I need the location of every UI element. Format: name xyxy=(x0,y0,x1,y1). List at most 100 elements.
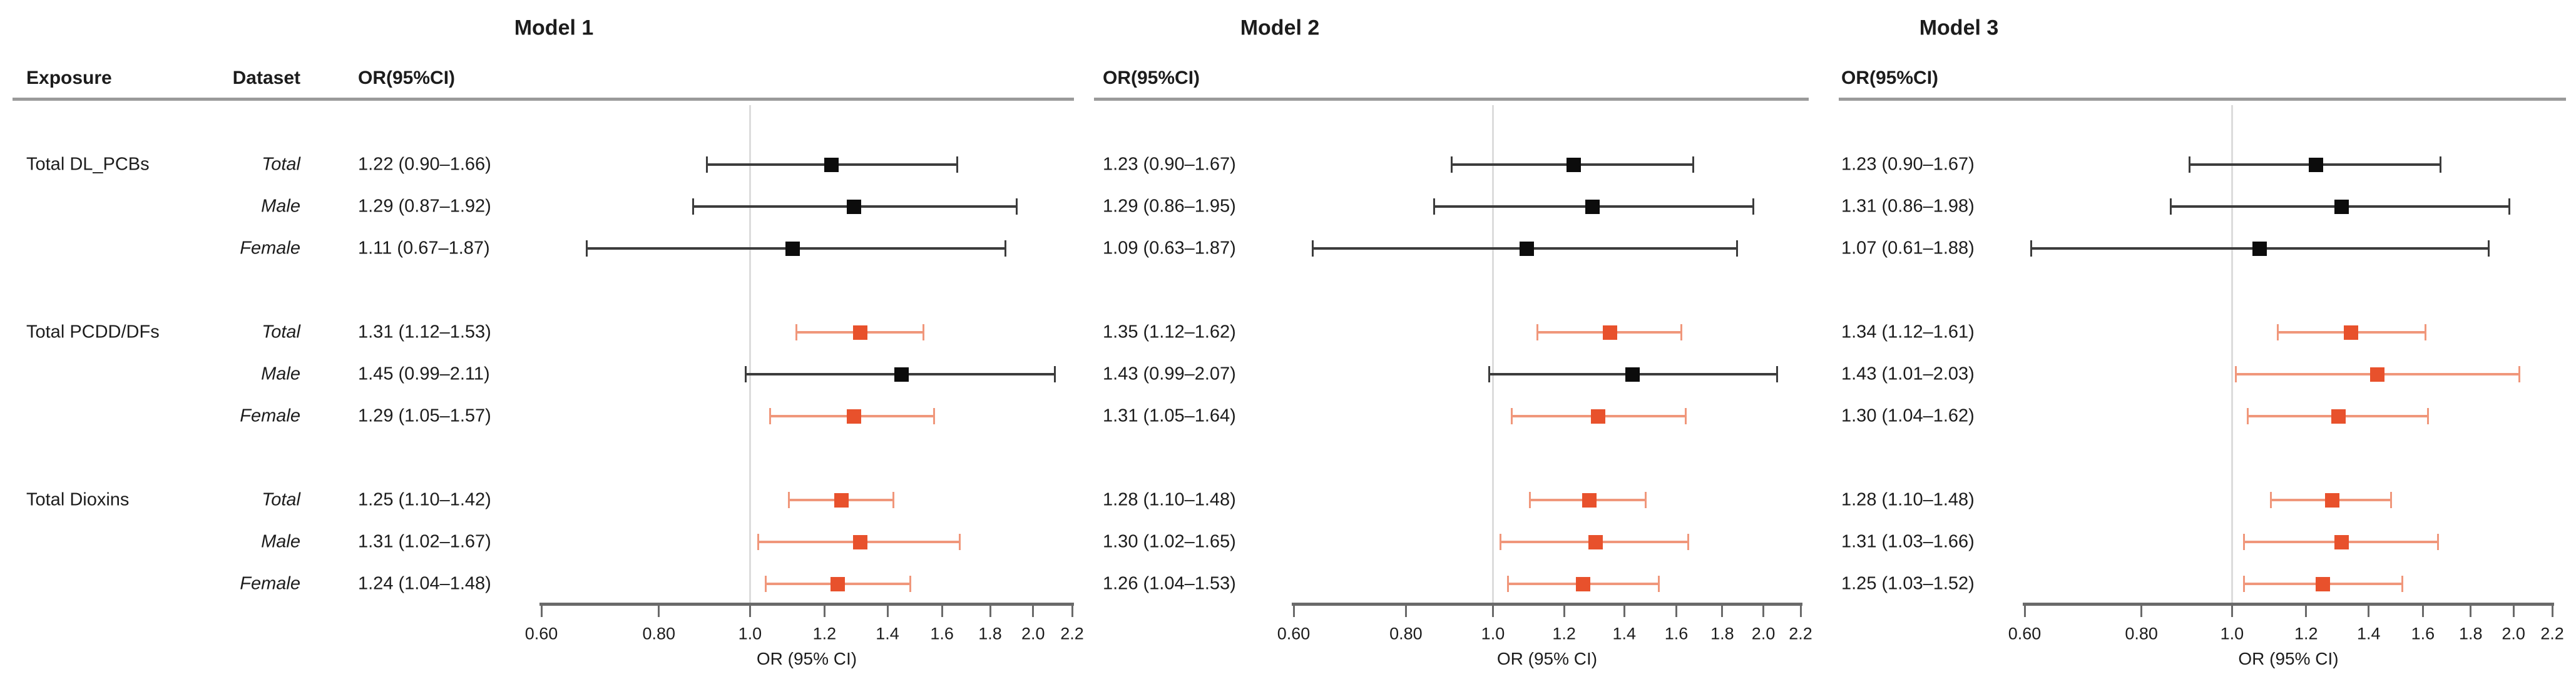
or-ci-value: 1.29 (1.05–1.57) xyxy=(358,406,491,426)
or-ci-value: 1.30 (1.04–1.62) xyxy=(1841,406,1975,426)
ci-cap-high xyxy=(1687,534,1690,550)
or-ci-value: 1.25 (1.03–1.52) xyxy=(1841,573,1975,594)
ci-cap-high xyxy=(2426,408,2429,424)
reference-line xyxy=(2231,105,2233,603)
ci-cap-high xyxy=(2390,492,2393,508)
x-axis-tick xyxy=(2368,603,2370,617)
x-axis-tick-label: 1.8 xyxy=(978,624,1002,643)
ci-cap-high xyxy=(892,492,894,508)
header-rule xyxy=(1839,98,2566,101)
ci-cap-low xyxy=(585,240,588,257)
or-ci-value: 1.29 (0.86–1.95) xyxy=(1103,196,1236,217)
exposure-label: Total Dioxins xyxy=(26,489,130,510)
or-ci-value: 1.34 (1.12–1.61) xyxy=(1841,322,1975,342)
x-axis-tick-label: 1.6 xyxy=(1664,624,1689,643)
or-ci-value: 1.31 (1.03–1.66) xyxy=(1841,531,1975,552)
x-axis-tick-label: 2.2 xyxy=(1060,624,1084,643)
ci-cap-low xyxy=(1529,492,1531,508)
ci-cap-high xyxy=(2401,576,2403,592)
x-axis-tick xyxy=(2140,603,2143,617)
ci-cap-low xyxy=(2277,324,2279,340)
or-ci-value: 1.30 (1.02–1.65) xyxy=(1103,531,1236,552)
x-axis-tick-label: 1.6 xyxy=(2411,624,2435,643)
ci-cap-low xyxy=(1511,408,1513,424)
dataset-label: Male xyxy=(261,196,300,217)
x-axis-tick xyxy=(2023,603,2026,617)
ci-cap-high xyxy=(1752,198,1755,215)
ci-cap-high xyxy=(956,156,958,173)
x-axis-tick xyxy=(1292,603,1295,617)
x-axis-tick xyxy=(2305,603,2308,617)
ci-cap-high xyxy=(1004,240,1007,257)
or-ci-column-header: OR(95%CI) xyxy=(1103,68,1200,88)
ci-cap-low xyxy=(2030,240,2033,257)
x-axis-tick xyxy=(2551,603,2553,617)
or-point-marker xyxy=(834,493,849,508)
x-axis-tick-label: 1.6 xyxy=(930,624,954,643)
or-point-marker xyxy=(824,157,839,172)
x-axis-tick-label: 2.2 xyxy=(1789,624,1812,643)
ci-cap-low xyxy=(788,492,790,508)
or-ci-column-header: OR(95%CI) xyxy=(358,68,456,88)
or-point-marker xyxy=(1625,367,1640,382)
or-ci-value: 1.07 (0.61–1.88) xyxy=(1841,238,1975,258)
x-axis-tick xyxy=(989,603,991,617)
or-ci-value: 1.26 (1.04–1.53) xyxy=(1103,573,1236,594)
or-point-marker xyxy=(785,241,800,256)
model-title: Model 3 xyxy=(1919,16,1999,40)
x-axis-tick xyxy=(1491,603,1494,617)
ci-cap-low xyxy=(2243,534,2246,550)
ci-cap-high xyxy=(933,408,936,424)
or-point-marker xyxy=(894,367,909,382)
or-ci-value: 1.31 (1.05–1.64) xyxy=(1103,406,1236,426)
ci-cap-low xyxy=(2235,366,2237,382)
model-title: Model 1 xyxy=(514,16,594,40)
x-axis-tick-label: 2.0 xyxy=(1751,624,1776,643)
x-axis-tick xyxy=(1071,603,1073,617)
x-axis-tick xyxy=(1799,603,1802,617)
ci-cap-low xyxy=(1488,366,1490,382)
x-axis-tick-label: 2.2 xyxy=(2540,624,2564,643)
x-axis-tick-label: 1.0 xyxy=(738,624,762,643)
x-axis-tick-label: 1.4 xyxy=(876,624,899,643)
or-point-marker xyxy=(853,534,868,549)
x-axis-tick xyxy=(1032,603,1035,617)
x-axis-tick-label: 2.0 xyxy=(1021,624,1045,643)
ci-cap-low xyxy=(795,324,797,340)
or-ci-value: 1.31 (1.12–1.53) xyxy=(358,322,491,342)
or-ci-value: 1.43 (1.01–2.03) xyxy=(1841,364,1975,384)
x-axis-tick xyxy=(1675,603,1677,617)
exposure-label: Total PCDD/DFs xyxy=(26,322,160,342)
exposure-label: Total DL_PCBs xyxy=(26,154,150,175)
or-ci-value: 1.09 (0.63–1.87) xyxy=(1103,238,1236,258)
reference-line xyxy=(1491,105,1494,603)
dataset-column-header: Dataset xyxy=(232,68,300,88)
or-ci-value: 1.28 (1.10–1.48) xyxy=(1103,489,1236,510)
x-axis-tick-label: 1.8 xyxy=(2459,624,2483,643)
or-point-marker xyxy=(1603,325,1618,340)
dataset-label: Total xyxy=(262,154,300,175)
or-ci-value: 1.31 (0.86–1.98) xyxy=(1841,196,1975,217)
or-point-marker xyxy=(2369,367,2384,382)
x-axis-tick xyxy=(941,603,943,617)
ci-cap-low xyxy=(769,408,771,424)
or-ci-value: 1.28 (1.10–1.48) xyxy=(1841,489,1975,510)
x-axis-tick xyxy=(2512,603,2515,617)
x-axis-tick xyxy=(886,603,889,617)
ci-cap-high xyxy=(2487,240,2490,257)
or-ci-value: 1.24 (1.04–1.48) xyxy=(358,573,491,594)
ci-cap-high xyxy=(923,324,925,340)
x-axis-tick xyxy=(1762,603,1765,617)
x-axis-tick-label: 0.60 xyxy=(2008,624,2042,643)
ci-cap-high xyxy=(2424,324,2426,340)
x-axis-tick xyxy=(2421,603,2424,617)
or-ci-value: 1.22 (0.90–1.66) xyxy=(358,154,491,175)
or-point-marker xyxy=(847,409,862,424)
x-axis-tick-label: 0.80 xyxy=(2125,624,2158,643)
dataset-label: Female xyxy=(240,238,300,258)
ci-cap-low xyxy=(1311,240,1314,257)
or-point-marker xyxy=(2309,157,2324,172)
dataset-label: Total xyxy=(262,489,300,510)
header-rule xyxy=(1094,98,1809,101)
